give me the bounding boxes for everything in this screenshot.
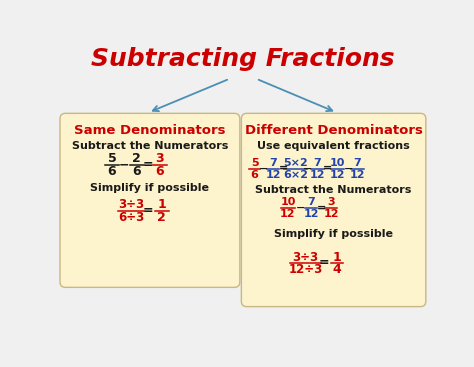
Text: −: − bbox=[259, 164, 269, 174]
Text: −: − bbox=[119, 159, 129, 171]
Text: 7: 7 bbox=[313, 157, 321, 168]
Text: 4: 4 bbox=[332, 263, 341, 276]
Text: =: = bbox=[279, 163, 288, 173]
Text: 7: 7 bbox=[307, 197, 315, 207]
Text: 5×2: 5×2 bbox=[283, 157, 308, 168]
Text: 5: 5 bbox=[251, 157, 258, 168]
Text: −: − bbox=[303, 164, 313, 174]
Text: 3÷3: 3÷3 bbox=[292, 251, 319, 264]
Text: 12: 12 bbox=[310, 170, 325, 180]
Text: 12: 12 bbox=[303, 209, 319, 219]
Text: Subtract the Numerators: Subtract the Numerators bbox=[72, 141, 228, 152]
Text: 1: 1 bbox=[332, 251, 341, 264]
Text: 12: 12 bbox=[330, 170, 345, 180]
Text: =: = bbox=[319, 256, 329, 269]
Text: −: − bbox=[344, 164, 353, 174]
Text: 6: 6 bbox=[108, 164, 116, 178]
Text: Same Denominators: Same Denominators bbox=[74, 124, 226, 137]
Text: 6: 6 bbox=[155, 164, 164, 178]
Text: Use equivalent fractions: Use equivalent fractions bbox=[257, 141, 410, 152]
Text: =: = bbox=[317, 202, 326, 212]
Text: =: = bbox=[143, 204, 154, 217]
Text: 6×2: 6×2 bbox=[283, 170, 308, 180]
Text: 1: 1 bbox=[157, 199, 166, 211]
Text: 7: 7 bbox=[354, 157, 362, 168]
Text: 12: 12 bbox=[280, 209, 296, 219]
Text: 3: 3 bbox=[328, 197, 335, 207]
Text: 2: 2 bbox=[157, 211, 166, 224]
Text: 12÷3: 12÷3 bbox=[289, 263, 323, 276]
Text: =: = bbox=[323, 163, 332, 173]
Text: =: = bbox=[143, 158, 154, 171]
Text: 12: 12 bbox=[350, 170, 365, 180]
Text: 12: 12 bbox=[265, 170, 281, 180]
Text: Simplify if possible: Simplify if possible bbox=[274, 229, 393, 239]
Text: 12: 12 bbox=[324, 209, 339, 219]
Text: 10: 10 bbox=[330, 157, 345, 168]
Text: 3÷3: 3÷3 bbox=[118, 199, 145, 211]
Text: 6÷3: 6÷3 bbox=[118, 211, 145, 224]
Text: 10: 10 bbox=[280, 197, 296, 207]
FancyBboxPatch shape bbox=[241, 113, 426, 306]
Text: Different Denominators: Different Denominators bbox=[245, 124, 422, 137]
Text: 6: 6 bbox=[132, 164, 141, 178]
Text: 6: 6 bbox=[251, 170, 258, 180]
Text: Subtracting Fractions: Subtracting Fractions bbox=[91, 47, 395, 71]
Text: Simplify if possible: Simplify if possible bbox=[91, 183, 210, 193]
Text: 5: 5 bbox=[108, 152, 116, 165]
Text: 2: 2 bbox=[132, 152, 141, 165]
Text: −: − bbox=[296, 203, 305, 213]
Text: 3: 3 bbox=[155, 152, 164, 165]
FancyBboxPatch shape bbox=[60, 113, 240, 287]
Text: Subtract the Numerators: Subtract the Numerators bbox=[255, 185, 412, 195]
Text: 7: 7 bbox=[269, 157, 277, 168]
